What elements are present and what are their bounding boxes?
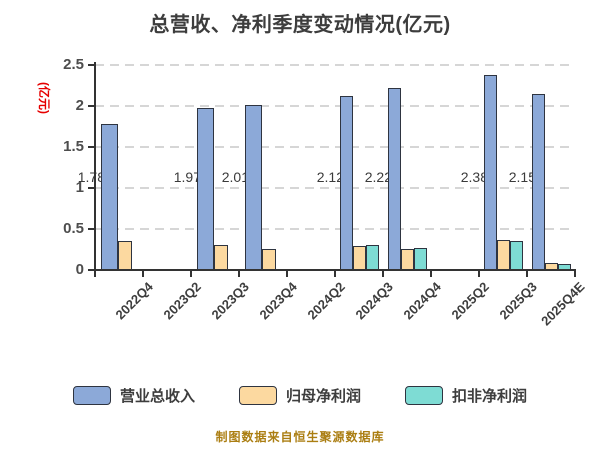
- y-tick-label: 2.5: [63, 56, 84, 73]
- legend-swatch: [238, 386, 277, 405]
- bar-value-label: 2.38: [460, 169, 488, 185]
- legend-label: 扣非净利润: [452, 388, 528, 405]
- legend-swatch: [405, 386, 443, 405]
- legend-label: 营业总收入: [119, 388, 195, 405]
- x-axis-tick: [94, 271, 96, 277]
- y-tick-label: 0: [75, 261, 84, 278]
- x-tick-label: 2023Q3: [208, 279, 252, 323]
- x-axis-tick: [382, 271, 384, 277]
- bar-total-revenue-2025Q3: [484, 75, 497, 270]
- legend-label: 归母净利润: [285, 388, 361, 405]
- x-axis-tick: [286, 271, 288, 277]
- grid-line: [95, 228, 575, 230]
- legend-item-total-revenue: 营业总收入: [72, 385, 195, 406]
- y-axis-tick: [88, 228, 94, 230]
- bar-total-revenue-2024Q4: [388, 88, 401, 270]
- bar-net-profit-2024Q3: [353, 246, 366, 270]
- y-axis-tick: [88, 187, 94, 189]
- bar-total-revenue-2025Q4E: [532, 94, 545, 270]
- y-axis-tick: [88, 105, 94, 107]
- bar-net-profit-2025Q3: [497, 240, 510, 270]
- chart-title: 总营收、净利季度变动情况(亿元): [149, 14, 451, 36]
- bar-deducted-net-profit-2025Q3: [510, 241, 523, 270]
- x-tick-label: 2023Q4: [256, 279, 300, 323]
- bar-total-revenue-2023Q3: [197, 108, 214, 270]
- bar-net-profit-2023Q3: [214, 245, 228, 270]
- bar-value-label: 2.22: [364, 169, 392, 185]
- bar-value-label: 1.97: [173, 169, 201, 185]
- x-axis-tick: [190, 271, 192, 277]
- bar-total-revenue-2024Q3: [340, 96, 353, 270]
- y-tick-label: 0.5: [63, 220, 84, 237]
- bar-value-label: 2.12: [316, 169, 344, 185]
- x-axis-line: [94, 269, 576, 271]
- legend-item-net-profit: 归母净利润: [238, 385, 361, 406]
- x-tick-label: 2025Q3: [496, 279, 540, 323]
- x-axis-tick: [574, 271, 576, 277]
- y-tick-label: 2: [75, 97, 84, 114]
- bar-value-label: 1.78: [77, 169, 105, 185]
- y-axis-tick: [88, 146, 94, 148]
- x-axis-tick: [526, 271, 528, 277]
- x-tick-label: 2024Q4: [400, 279, 444, 323]
- grid-line: [95, 187, 575, 189]
- bar-total-revenue-2023Q4: [245, 105, 262, 270]
- x-axis-tick: [430, 271, 432, 277]
- x-tick-label: 2024Q3: [352, 279, 396, 323]
- x-axis-tick: [478, 271, 480, 277]
- bar-net-profit-2024Q4: [401, 249, 414, 270]
- x-tick-label: 2024Q2: [304, 279, 348, 323]
- x-tick-label: 2022Q4: [112, 279, 156, 323]
- x-axis-tick: [238, 271, 240, 277]
- bar-value-label: 2.01: [221, 169, 249, 185]
- x-axis-tick: [334, 271, 336, 277]
- footer-source-note: 制图数据来自恒生聚源数据库: [215, 430, 385, 444]
- x-tick-label: 2025Q4E: [538, 279, 588, 329]
- x-tick-label: 2025Q2: [448, 279, 492, 323]
- y-axis-line: [94, 62, 96, 271]
- legend: 营业总收入 归母净利润 扣非净利润: [0, 385, 600, 406]
- grid-line: [95, 146, 575, 148]
- y-tick-label: 1: [75, 179, 84, 196]
- y-axis-tick: [88, 64, 94, 66]
- legend-swatch: [72, 386, 111, 405]
- bar-deducted-net-profit-2024Q4: [414, 248, 427, 270]
- bar-deducted-net-profit-2024Q3: [366, 245, 379, 270]
- bar-total-revenue-2022Q4: [101, 124, 118, 270]
- y-tick-label: 1.5: [63, 138, 84, 155]
- y-axis-tick: [88, 269, 94, 271]
- x-axis-tick: [142, 271, 144, 277]
- x-tick-label: 2023Q2: [160, 279, 204, 323]
- grid-line: [95, 105, 575, 107]
- bar-value-label: 2.15: [508, 169, 536, 185]
- bar-net-profit-2023Q4: [262, 249, 276, 270]
- grid-line: [95, 64, 575, 66]
- legend-item-deducted-net-profit: 扣非净利润: [405, 385, 527, 406]
- bar-net-profit-2022Q4: [118, 241, 132, 270]
